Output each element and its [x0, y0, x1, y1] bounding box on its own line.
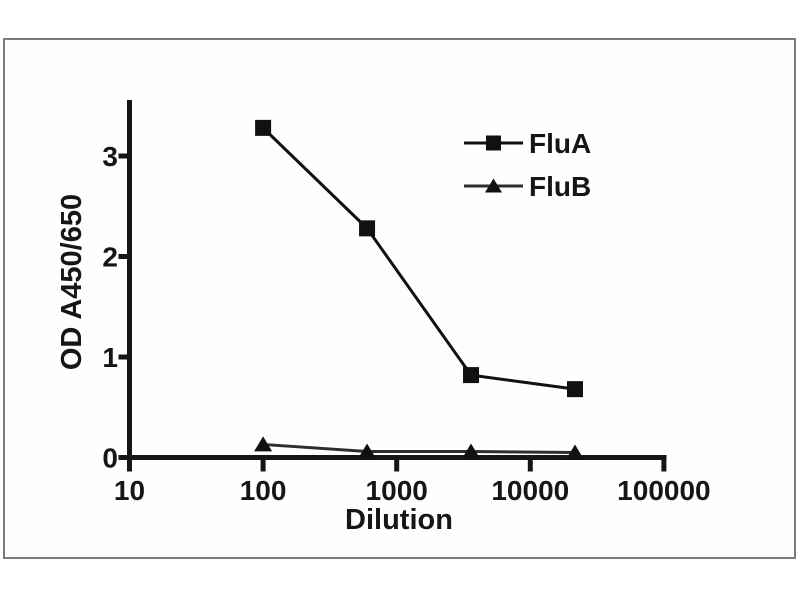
x-tick-label: 10000	[491, 475, 569, 506]
x-axis-title: Dilution	[345, 504, 453, 536]
x-tick-label: 10	[114, 475, 145, 506]
x-tick-label: 100000	[617, 475, 710, 506]
x-tick-label: 1000	[366, 475, 428, 506]
legend-marker-FluA	[486, 135, 501, 151]
y-tick-label: 3	[102, 141, 118, 172]
data-point-FluB	[462, 443, 481, 459]
y-tick-label: 1	[102, 342, 118, 373]
data-point-FluA	[359, 220, 376, 237]
legend-marker-FluB	[485, 178, 502, 193]
y-axis-title: OD A450/650	[56, 193, 88, 371]
data-point-FluA	[255, 119, 272, 136]
legend-label-FluB: FluB	[529, 171, 591, 202]
series-line-FluB	[262, 442, 575, 454]
data-point-FluB	[254, 436, 273, 452]
data-point-FluB	[358, 443, 377, 459]
data-point-FluA	[463, 367, 480, 384]
legend-label-FluA: FluA	[529, 128, 591, 159]
x-tick-label: 100	[240, 475, 287, 506]
y-tick-label: 0	[102, 443, 118, 474]
series-line-FluA	[262, 126, 576, 391]
data-point-FluA	[566, 381, 583, 398]
data-point-FluB	[565, 444, 584, 460]
chart-panel	[3, 38, 796, 559]
y-tick-label: 2	[102, 242, 118, 273]
